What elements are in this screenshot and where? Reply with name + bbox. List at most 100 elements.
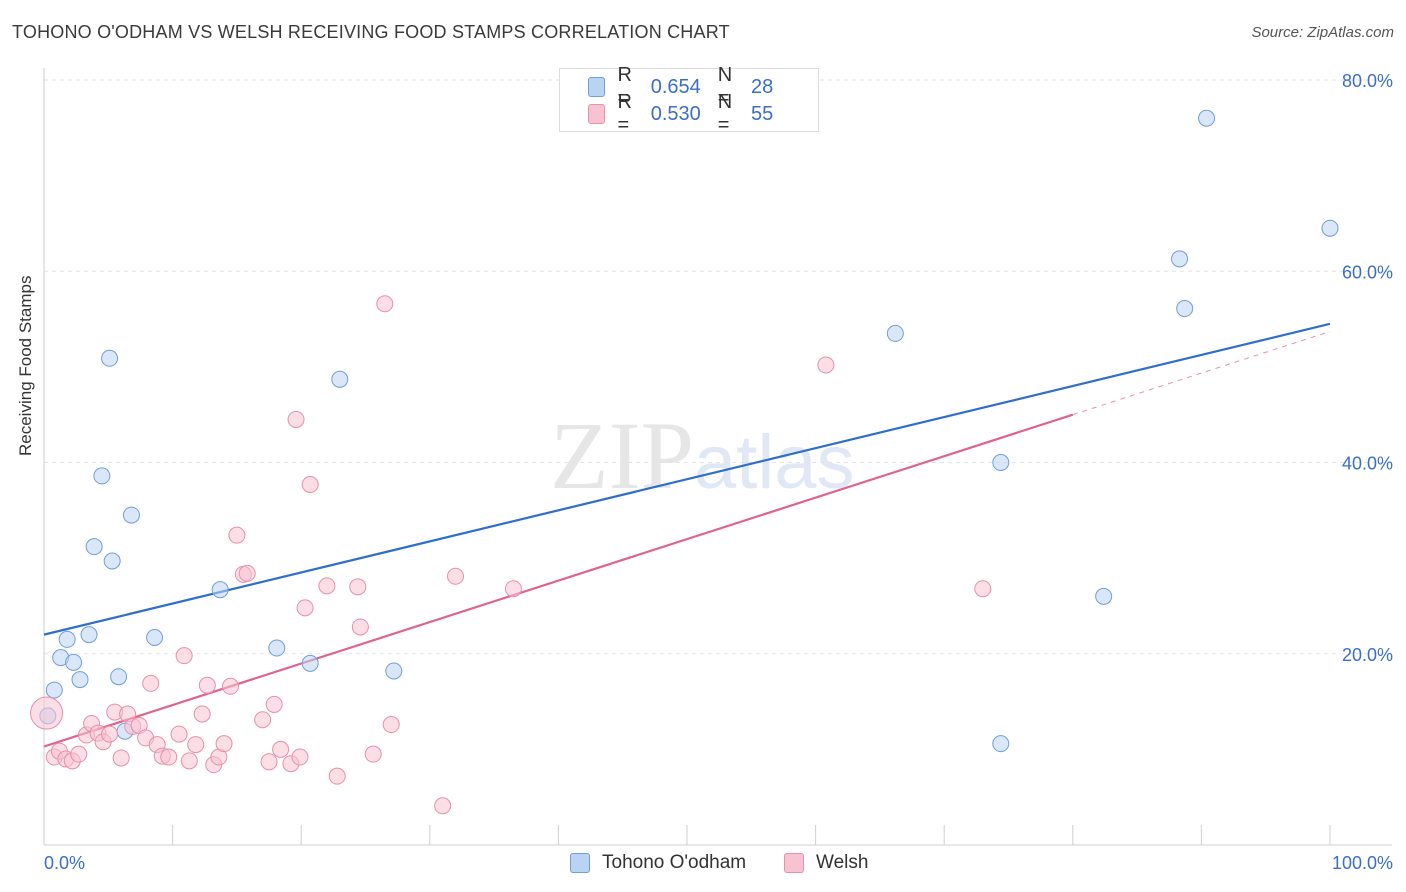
point-tohono [1171, 250, 1189, 268]
point-welsh [974, 580, 992, 598]
legend-r-label: R = [617, 64, 632, 109]
legend-row-tohono: R = 0.654 N = 28 [588, 64, 818, 109]
point-welsh [447, 567, 465, 585]
y-tick-label: 20.0% [1342, 645, 1393, 665]
legend-label-welsh: Welsh [816, 852, 869, 873]
point-tohono [93, 467, 111, 485]
point-tohono [1198, 109, 1216, 127]
point-tohono [71, 671, 89, 689]
point-welsh [287, 410, 305, 428]
point-welsh [328, 767, 346, 785]
trend-lines [43, 322, 1331, 748]
point-tohono [45, 681, 63, 699]
point-tohono [211, 581, 229, 599]
point-welsh [30, 696, 64, 730]
point-tohono [58, 630, 76, 648]
axis-layer [43, 68, 1392, 846]
point-welsh [254, 711, 272, 729]
data-points [30, 109, 1339, 815]
point-tohono [65, 653, 83, 671]
point-tohono [268, 639, 286, 657]
watermark: ZIPatlas [550, 400, 855, 511]
point-welsh [238, 564, 256, 582]
legend-n-value: 28 [750, 75, 774, 98]
x-tick-label-min: 0.0% [44, 853, 85, 873]
y-axis-label: Receiving Food Stamps [16, 275, 35, 456]
trend-line-welsh [43, 413, 1074, 748]
point-welsh [291, 748, 309, 766]
y-tick-label: 60.0% [1342, 262, 1393, 282]
legend-row-welsh: R = 0.530 N = 55 [588, 91, 818, 136]
chart-title: TOHONO O'ODHAM VS WELSH RECEIVING FOOD S… [12, 22, 730, 42]
point-welsh [142, 674, 160, 692]
point-tohono [122, 506, 140, 524]
point-welsh [198, 676, 216, 694]
correlation-legend: R = 0.654 N = 28 R = 0.530 N = 55 [559, 64, 819, 136]
point-welsh [382, 716, 400, 734]
legend-n-label: N = [717, 91, 733, 136]
series-legend: Tohono O'odham Welsh [0, 852, 1406, 876]
point-welsh [180, 752, 198, 770]
point-welsh [296, 599, 314, 617]
legend-item-welsh[interactable]: Welsh [784, 852, 868, 874]
legend-item-tohono[interactable]: Tohono O'odham [570, 852, 746, 874]
point-welsh [215, 735, 233, 753]
point-welsh [260, 753, 278, 771]
point-tohono [301, 654, 319, 672]
legend-swatch-pink [784, 853, 804, 873]
watermark-zip: ZIP [550, 402, 694, 509]
point-welsh [221, 677, 239, 695]
point-tohono [146, 628, 164, 646]
point-tohono [1176, 300, 1194, 318]
point-welsh [349, 578, 367, 596]
y-tick-label: 80.0% [1342, 71, 1393, 91]
legend-r-value: 0.530 [650, 102, 701, 125]
point-tohono [992, 735, 1010, 753]
legend-n-value: 55 [750, 102, 774, 125]
point-tohono [331, 370, 349, 388]
point-welsh [70, 745, 88, 763]
point-tohono [1321, 219, 1339, 237]
point-welsh [364, 745, 382, 763]
point-tohono [101, 349, 119, 367]
point-welsh [817, 356, 835, 374]
y-tick-label: 40.0% [1342, 454, 1393, 474]
point-tohono [1095, 587, 1113, 605]
point-welsh [376, 295, 394, 313]
point-welsh [170, 725, 188, 743]
point-welsh [160, 748, 178, 766]
point-welsh [265, 695, 283, 713]
x-tick-label-max: 100.0% [1332, 853, 1393, 873]
point-tohono [80, 626, 98, 644]
legend-swatch-blue [588, 77, 606, 97]
point-welsh [175, 647, 193, 665]
point-tohono [385, 662, 403, 680]
point-tohono [110, 668, 128, 686]
point-tohono [103, 552, 121, 570]
point-welsh [272, 740, 290, 758]
trend-line-tohono [43, 322, 1331, 636]
point-welsh [193, 705, 211, 723]
point-welsh [187, 736, 205, 754]
point-welsh [504, 580, 522, 598]
point-welsh [351, 618, 369, 636]
legend-swatch-blue [570, 853, 590, 873]
tick-labels: 20.0% 40.0% 60.0% 80.0% 0.0% 100.0% [44, 71, 1393, 873]
legend-r-value: 0.654 [650, 75, 701, 98]
legend-label-tohono: Tohono O'odham [602, 852, 747, 873]
legend-swatch-pink [588, 104, 606, 124]
point-tohono [992, 454, 1010, 471]
point-welsh [228, 526, 246, 544]
point-welsh [301, 475, 319, 493]
point-welsh [101, 725, 119, 743]
point-tohono [85, 538, 103, 556]
legend-r-label: R = [617, 91, 632, 136]
chart-source: Source: ZipAtlas.com [1251, 24, 1394, 41]
point-welsh [434, 797, 452, 815]
legend-n-label: N = [717, 64, 733, 109]
point-tohono [886, 324, 904, 342]
point-welsh [318, 577, 336, 595]
point-welsh [112, 749, 130, 767]
trend-extension-welsh [1072, 331, 1331, 416]
